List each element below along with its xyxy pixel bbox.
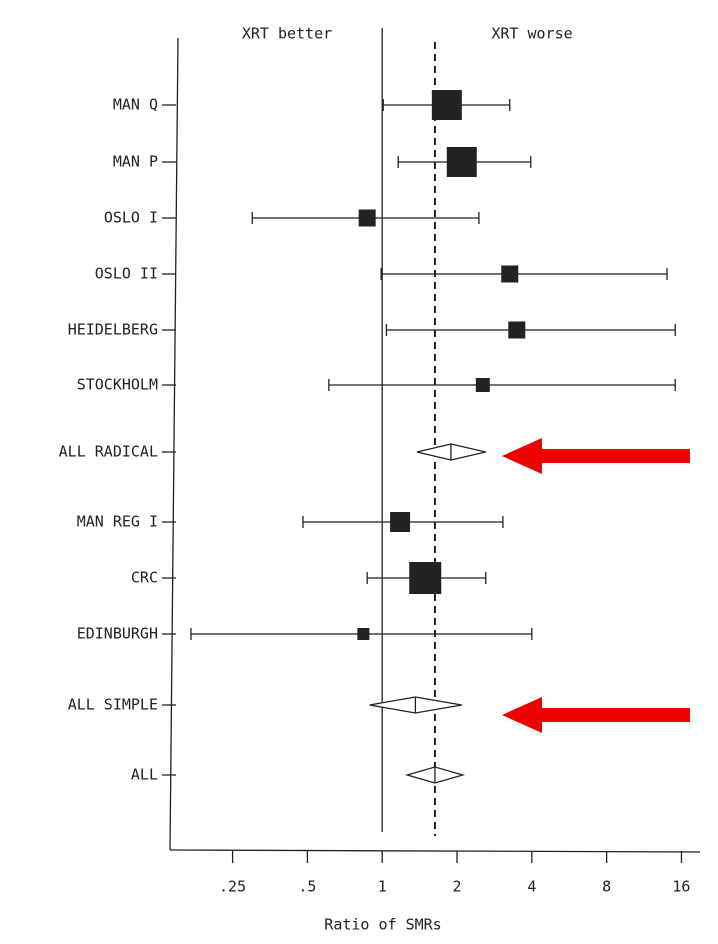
study-box xyxy=(390,512,411,532)
row-label: MAN REG I xyxy=(77,513,158,531)
row-label: EDINBURGH xyxy=(77,625,158,643)
arrow-head xyxy=(502,697,542,733)
x-tick-label: 1 xyxy=(378,878,387,896)
row-label: MAN Q xyxy=(113,96,158,114)
x-axis-label: Ratio of SMRs xyxy=(324,916,441,934)
row-label: OSLO II xyxy=(95,265,158,283)
annotation-arrow xyxy=(502,438,690,474)
x-axis-line xyxy=(169,849,701,853)
row-label: ALL xyxy=(131,766,158,784)
arrow-shaft xyxy=(540,708,690,722)
row-label: ALL SIMPLE xyxy=(68,696,158,714)
study-box xyxy=(508,321,526,339)
study-box xyxy=(358,209,376,227)
study-box xyxy=(409,562,442,594)
study-box xyxy=(501,265,519,283)
x-tick-label: 2 xyxy=(453,878,462,896)
x-tick-label: .25 xyxy=(219,878,246,896)
arrow-shaft xyxy=(540,449,690,463)
row-label: ALL RADICAL xyxy=(59,443,158,461)
arrow-head xyxy=(502,438,542,474)
row-label: STOCKHOLM xyxy=(77,376,158,394)
y-axis-line xyxy=(169,37,179,851)
row-label: HEIDELBERG xyxy=(68,321,158,339)
x-tick-label: 4 xyxy=(527,878,536,896)
study-box xyxy=(431,90,462,120)
row-label: OSLO I xyxy=(104,209,158,227)
x-tick-label: 16 xyxy=(672,878,690,896)
right-heading: XRT worse xyxy=(491,25,572,43)
x-tick-label: 8 xyxy=(602,878,611,896)
annotation-arrow xyxy=(502,697,690,733)
x-tick-label: .5 xyxy=(298,878,316,896)
study-box xyxy=(357,628,370,640)
study-box xyxy=(446,147,477,177)
study-box xyxy=(475,378,490,392)
row-label: MAN P xyxy=(113,153,158,171)
row-label: CRC xyxy=(131,569,158,587)
left-heading: XRT better xyxy=(242,25,332,43)
